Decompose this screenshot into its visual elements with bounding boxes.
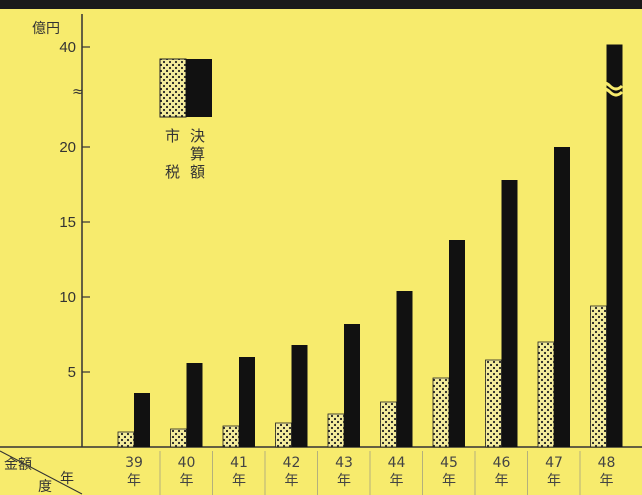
x-category-unit: 年 <box>285 473 299 489</box>
y-ticks: 5 10 15 20 40 <box>59 39 90 381</box>
x-category-number: 40 <box>178 455 196 471</box>
x-category-number: 43 <box>335 455 353 471</box>
x-category-unit: 年 <box>495 473 509 489</box>
x-category-number: 46 <box>493 455 511 471</box>
bar-決算額-39 <box>134 393 150 447</box>
y-tick-label: 15 <box>59 214 76 231</box>
x-category-unit: 年 <box>232 473 246 489</box>
bar-決算額-43 <box>344 324 360 447</box>
corner-label-top: 金額 <box>4 457 32 473</box>
x-category-unit: 年 <box>442 473 456 489</box>
corner-header: 金額 度 年 <box>0 450 83 495</box>
x-category-number: 48 <box>598 455 616 471</box>
bars <box>117 44 623 448</box>
bar-市税-47 <box>537 341 555 448</box>
corner-label-right: 年 <box>60 471 74 487</box>
x-category-number: 41 <box>230 455 248 471</box>
legend-series1-char1: 市 <box>165 127 180 145</box>
y-tick-label: 20 <box>59 139 76 156</box>
bar-市税-48 <box>590 305 607 448</box>
axis-break-mark: ≈ <box>72 84 84 100</box>
legend-series2-char3: 額 <box>190 163 205 181</box>
y-unit-label: 億円 <box>32 21 60 37</box>
bar-市税-44 <box>380 401 397 448</box>
x-category-number: 39 <box>125 455 143 471</box>
x-category-unit: 年 <box>337 473 351 489</box>
x-category-unit: 年 <box>600 473 614 489</box>
x-category-unit: 年 <box>390 473 404 489</box>
y-tick-label: 5 <box>68 364 76 381</box>
legend: 市 税 決 算 額 <box>159 58 212 181</box>
top-strip <box>0 0 642 9</box>
x-category-unit: 年 <box>547 473 561 489</box>
bar-市税-43 <box>327 413 345 448</box>
bar-break-mark <box>596 81 624 97</box>
x-category-number: 47 <box>545 455 563 471</box>
bar-市税-41 <box>222 425 240 448</box>
corner-label-bottom: 度 <box>38 479 52 495</box>
legend-series2-char1: 決 <box>190 127 205 145</box>
bar-市税-39 <box>117 431 135 448</box>
bar-決算額-48 <box>606 44 623 447</box>
bar-決算額-47 <box>554 147 570 447</box>
bar-決算額-41 <box>239 357 255 447</box>
bar-市税-42 <box>275 422 292 448</box>
legend-series2-char2: 算 <box>190 145 205 163</box>
bar-決算額-42 <box>291 345 308 447</box>
bar-決算額-44 <box>396 291 413 447</box>
x-category-labels: 39 年 40 年 41 年 42 年 43 年 44 年 45 年 46 年 47 年 48 年 <box>125 451 615 495</box>
bar-市税-45 <box>432 377 450 448</box>
legend-swatch-dots <box>159 58 187 118</box>
bar-決算額-46 <box>501 180 518 447</box>
x-category-unit: 年 <box>127 473 141 489</box>
bar-市税-40 <box>170 428 187 448</box>
legend-swatch-solid <box>186 59 212 117</box>
bar-市税-46 <box>485 359 502 448</box>
bar-決算額-40 <box>186 363 203 447</box>
x-category-number: 45 <box>440 455 458 471</box>
y-tick-label: 10 <box>59 289 76 306</box>
y-tick-label: 40 <box>59 39 76 56</box>
legend-series1-char2: 税 <box>165 163 180 181</box>
x-category-number: 44 <box>388 455 406 471</box>
corner-diagonal <box>0 450 83 495</box>
x-category-unit: 年 <box>180 473 194 489</box>
bar-決算額-45 <box>449 240 465 447</box>
x-category-number: 42 <box>283 455 301 471</box>
